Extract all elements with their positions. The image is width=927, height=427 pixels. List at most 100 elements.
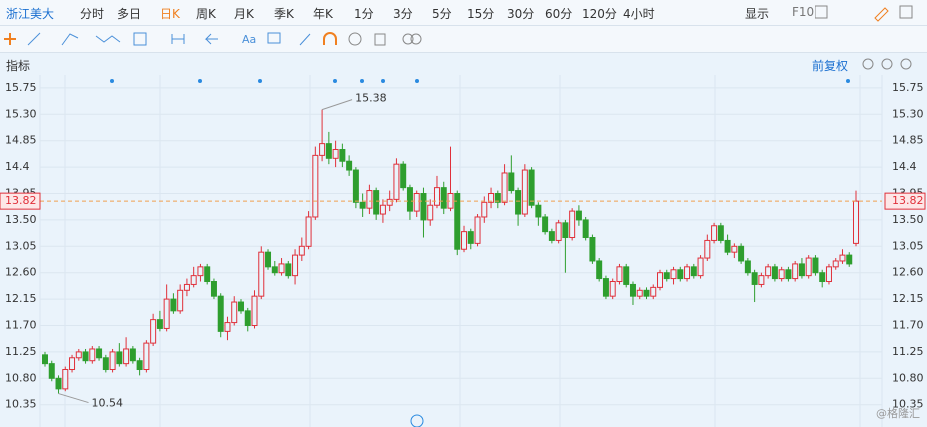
candle-body (711, 225, 718, 241)
note-tool[interactable] (267, 32, 281, 44)
candle-body (569, 210, 576, 239)
f10-button[interactable]: F10 (792, 5, 815, 19)
scroll-handle[interactable] (410, 414, 424, 427)
link-tool-2[interactable] (410, 33, 422, 45)
candle-body (596, 260, 603, 280)
period-button[interactable]: 5分 (432, 7, 452, 21)
period-bar: 浙江美大 显示 F10 分时 多日 日K 周K 月K 季K 年K 1分 3分 5分 15分 30分 60… (0, 0, 927, 26)
candle-body (271, 266, 278, 274)
period-button[interactable]: 多日 (117, 7, 142, 21)
pen-icon[interactable] (874, 7, 889, 22)
undo-icon[interactable] (862, 58, 874, 70)
y-tick-label: 15.30 (5, 107, 37, 120)
candle-body (616, 266, 623, 283)
candle-body (589, 237, 596, 262)
candle-body (575, 210, 582, 221)
line-tool[interactable] (27, 32, 41, 46)
candle-body (629, 283, 636, 297)
candle-body (433, 187, 440, 206)
candle-body (150, 319, 157, 344)
period-button[interactable]: 1分 (354, 7, 374, 21)
event-markers (110, 79, 850, 83)
ruler-tool[interactable] (299, 33, 311, 46)
candle-body (555, 222, 562, 241)
period-button[interactable]: 日K (160, 7, 180, 21)
candle-body (751, 272, 758, 285)
candle-body (738, 245, 745, 262)
candle-body (765, 266, 772, 277)
candle-body (332, 149, 339, 159)
candle-body (515, 190, 522, 215)
display-menu[interactable]: 显示 (745, 7, 770, 21)
period-button[interactable]: 分时 (80, 7, 105, 21)
candle-body (697, 257, 704, 277)
y-tick-label-right: 10.35 (892, 398, 924, 411)
y-tick-label-right: 10.80 (892, 371, 924, 384)
stock-name[interactable]: 浙江美大 (6, 7, 55, 21)
candle-body (643, 289, 650, 297)
y-tick-label: 15.75 (5, 81, 37, 94)
period-button[interactable]: 15分 (467, 7, 495, 21)
candle-body (744, 260, 751, 274)
last-price-box (0, 192, 41, 210)
candle-body (717, 225, 724, 241)
candle-body (143, 342, 150, 371)
text-tool[interactable]: Aa (242, 33, 256, 46)
candle-body (89, 348, 96, 362)
rect-tool[interactable] (133, 32, 147, 46)
candle-body (265, 251, 272, 268)
candle-body (197, 266, 204, 277)
checkbox-icon[interactable] (815, 5, 828, 19)
move-tool[interactable] (4, 33, 16, 45)
candle-body (96, 348, 103, 359)
candle-body (237, 301, 244, 312)
box-icon[interactable] (899, 5, 913, 19)
candle-body (82, 351, 89, 362)
period-button[interactable]: 年K (313, 7, 333, 21)
y-tick-label: 12.60 (5, 266, 37, 279)
measure-tool[interactable] (171, 34, 185, 44)
adjust-button[interactable]: 前复权 (812, 59, 849, 73)
y-tick-label-right: 12.15 (892, 292, 924, 305)
candle-body (562, 222, 569, 239)
period-button[interactable]: 60分 (545, 7, 573, 21)
candle-body (636, 289, 643, 297)
y-tick-label: 14.85 (5, 134, 37, 147)
hide-tool[interactable] (348, 32, 362, 46)
candle-body (163, 298, 170, 329)
wave-tool[interactable] (95, 35, 121, 43)
candle-body (346, 160, 353, 171)
candle-body (129, 348, 136, 362)
link-tool[interactable] (402, 33, 414, 45)
last-price-label: 13.82 (5, 194, 37, 207)
candle-body (758, 275, 765, 285)
candle-body (258, 251, 265, 297)
period-button[interactable]: 30分 (507, 7, 535, 21)
period-button[interactable]: 120分 (582, 7, 617, 21)
candle-body (602, 278, 609, 297)
indicator-row: 指标 前复权 (0, 53, 927, 75)
period-button[interactable]: 4小时 (623, 7, 655, 21)
candle-body (75, 351, 82, 359)
period-button[interactable]: 月K (234, 7, 254, 21)
polyline-tool[interactable] (61, 33, 79, 46)
candle-body (339, 149, 346, 162)
magnet-tool[interactable] (323, 32, 337, 45)
low-marker-line (58, 393, 89, 404)
period-button[interactable]: 季K (274, 7, 294, 21)
indicator-button[interactable]: 指标 (6, 59, 31, 73)
candle-body (48, 363, 55, 379)
period-button[interactable]: 3分 (393, 7, 413, 21)
y-tick-label: 14.4 (5, 160, 30, 173)
candle-body (217, 295, 224, 332)
zoom-out-icon[interactable] (881, 58, 893, 70)
zoom-in-icon[interactable] (900, 58, 912, 70)
arrow-tool[interactable] (204, 33, 218, 45)
candle-body (42, 354, 48, 365)
period-button[interactable]: 周K (196, 7, 216, 21)
y-tick-label-right: 14.4 (892, 160, 917, 173)
delete-tool[interactable] (374, 33, 386, 46)
candle-body (440, 187, 447, 209)
candle-body (224, 322, 231, 332)
